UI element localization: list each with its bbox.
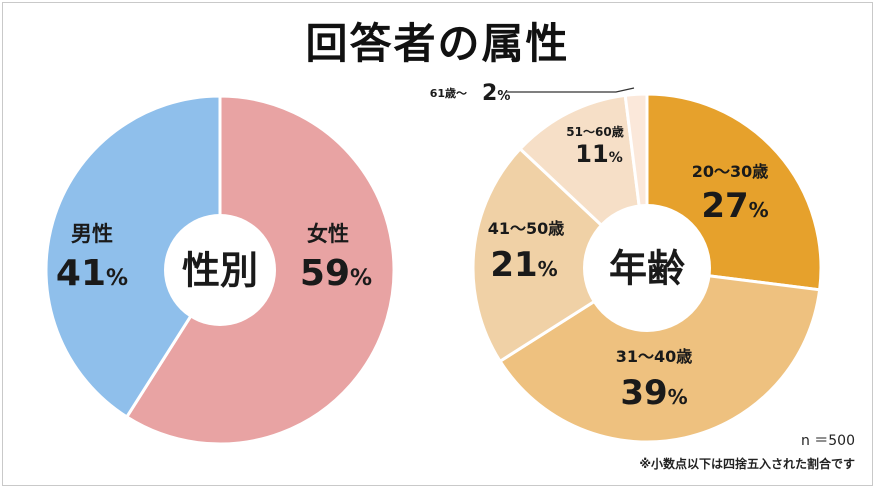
age-slice-value-1: 39%	[620, 373, 687, 413]
age-slice-label-4: 61歳～	[430, 86, 467, 100]
age-slice-label-0: 20～30歳	[692, 162, 769, 181]
gender-slice-1	[44, 94, 222, 419]
gender-slice-value-0: 59%	[300, 253, 372, 294]
age-center-hole	[583, 204, 711, 332]
gender-center-hole	[164, 214, 276, 326]
gender-slice-value-1: 41%	[56, 253, 128, 294]
age-slice-value-3: 11%	[575, 140, 622, 168]
gender-slice-label-1: 男性	[71, 222, 113, 246]
age-slice-value-4: 2%	[482, 81, 510, 106]
age-leader-line-4	[506, 87, 635, 93]
age-slice-label-3: 51～60歳	[566, 124, 623, 139]
page-title: 回答者の属性	[305, 19, 570, 68]
gender-center-label: 性別	[182, 249, 258, 293]
age-slice-label-2: 41～50歳	[488, 219, 565, 238]
sample-size-label: n ＝500	[800, 433, 855, 449]
age-slice-value-2: 21%	[490, 245, 557, 285]
age-slice-2	[471, 146, 650, 364]
gender-slice-label-0: 女性	[307, 222, 349, 246]
age-center-label: 年齢	[609, 247, 685, 291]
gender-pie-chart: 性別 女性 59% 男性 41%	[44, 94, 396, 446]
age-slice-value-0: 27%	[701, 186, 768, 226]
rounding-note: ※小数点以下は四捨五入された割合です	[639, 457, 855, 471]
age-slice-label-1: 31～40歳	[616, 347, 693, 366]
